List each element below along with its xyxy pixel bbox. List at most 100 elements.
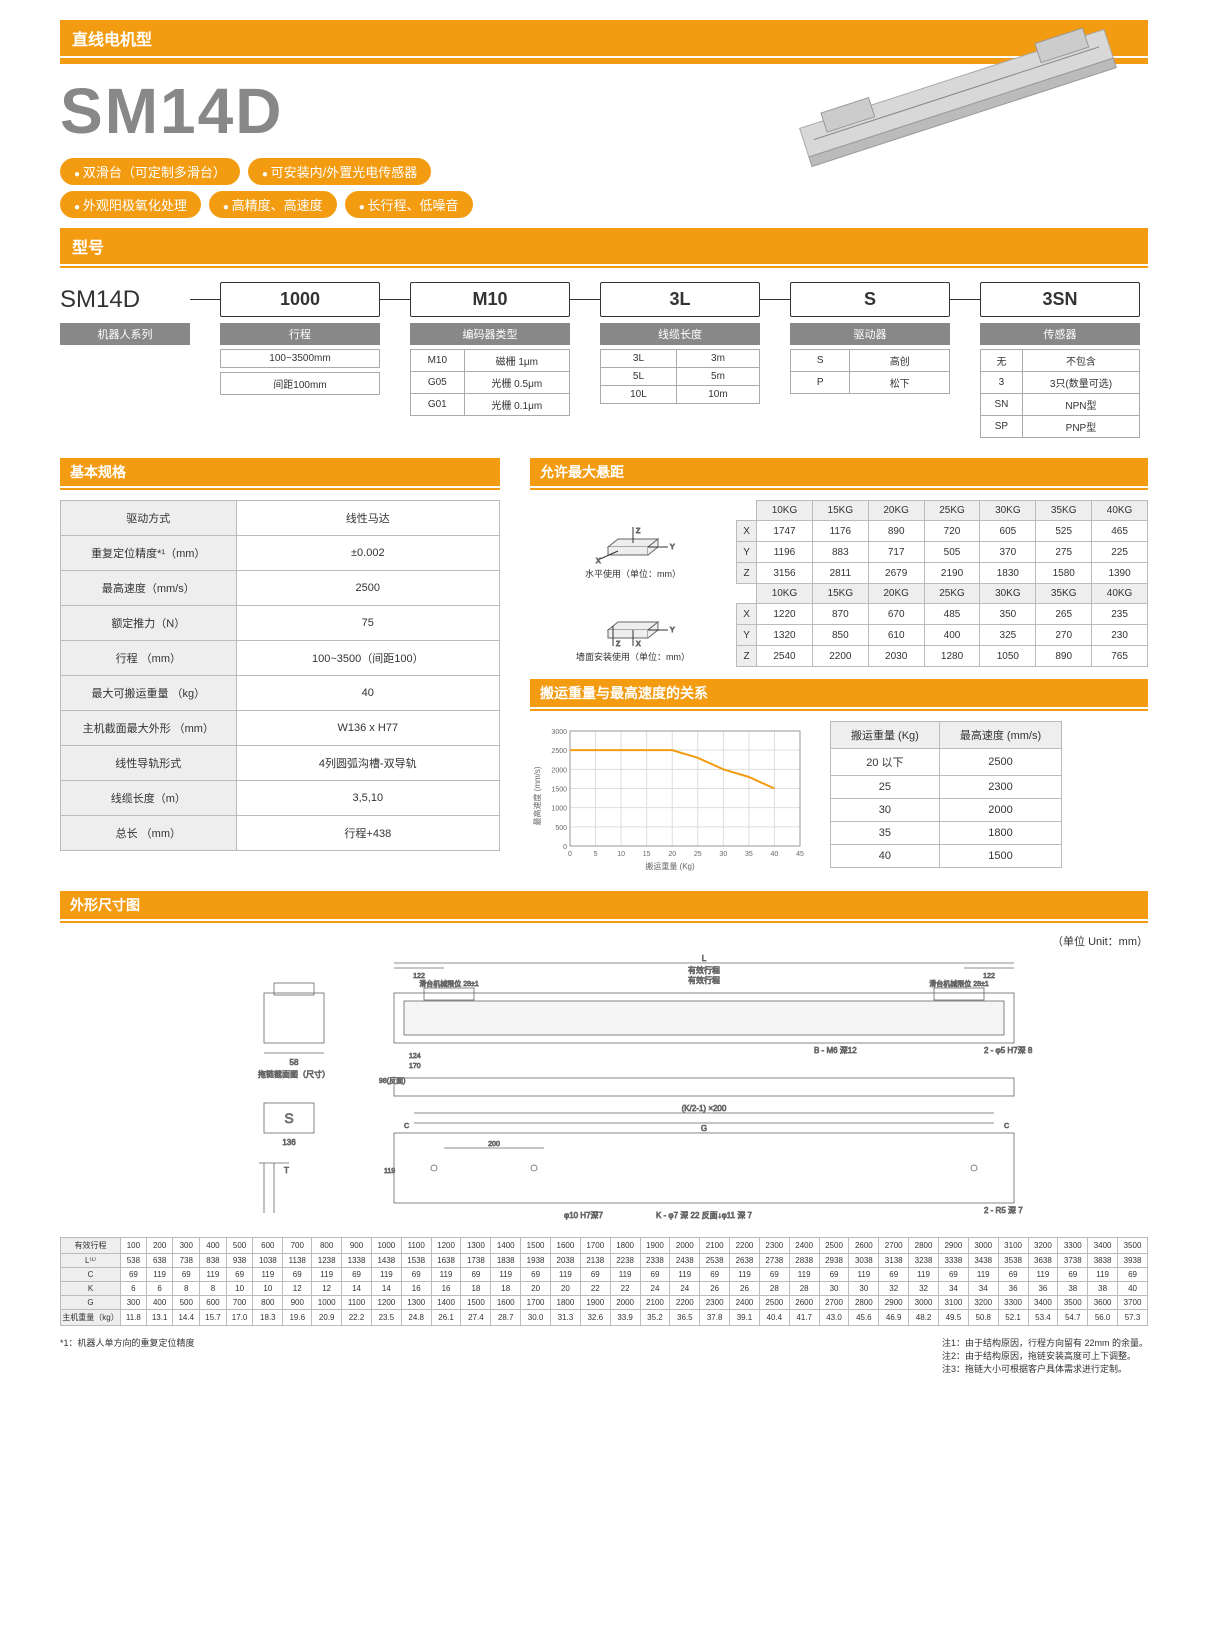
svg-text:G: G bbox=[701, 1124, 707, 1133]
svg-text:45: 45 bbox=[796, 851, 804, 858]
svg-text:B - M6 深12: B - M6 深12 bbox=[814, 1046, 857, 1055]
svg-text:3000: 3000 bbox=[551, 729, 567, 736]
model-option-cell: SP bbox=[981, 416, 1023, 438]
svg-text:有效行程: 有效行程 bbox=[688, 975, 720, 985]
model-part: SM14D bbox=[60, 286, 190, 314]
spec-cell: 4列圆弧沟槽-双导轨 bbox=[236, 746, 499, 781]
model-column-label: 编码器类型 bbox=[410, 323, 570, 345]
svg-text:C: C bbox=[404, 1123, 409, 1130]
spec-cell: 3,5,10 bbox=[236, 781, 499, 816]
svg-text:5: 5 bbox=[594, 851, 598, 858]
spec-table: 驱动方式线性马达重复定位精度*¹（mm）±0.002最高速度（mm/s）2500… bbox=[60, 500, 500, 851]
model-option-cell: 3只(数量可选) bbox=[1022, 372, 1139, 394]
thin-bar bbox=[60, 488, 500, 490]
model-option-cell: M10 bbox=[411, 350, 465, 372]
thin-bar bbox=[530, 709, 1148, 711]
model-option-cell: 10m bbox=[676, 386, 759, 404]
dimension-drawing: 58 拖链截面图（尺寸） S 136 T L 有效行程 有效行程 滑台机械限位 … bbox=[64, 953, 1144, 1233]
svg-text:2000: 2000 bbox=[551, 767, 567, 774]
model-column-label: 传感器 bbox=[980, 323, 1140, 345]
spec-cell: 最大可搬运重量 （kg） bbox=[61, 676, 237, 711]
speed-chart: 0500100015002000250030000510152025303540… bbox=[530, 721, 810, 871]
model-code-row: SM14D1000M103LS3SN bbox=[60, 282, 1148, 317]
model-part: 1000 bbox=[220, 282, 380, 317]
svg-text:最高速度 (mm/s): 最高速度 (mm/s) bbox=[532, 766, 542, 825]
spec-cell: 总长 （mm） bbox=[61, 816, 237, 851]
model-column-label: 机器人系列 bbox=[60, 323, 190, 345]
model-option-cell: 5m bbox=[676, 368, 759, 386]
spec-cell: 线性马达 bbox=[236, 501, 499, 536]
spec-cell: 额定推力（N） bbox=[61, 606, 237, 641]
spec-cell: 重复定位精度*¹（mm） bbox=[61, 536, 237, 571]
model-option-cell: P bbox=[791, 372, 850, 394]
spec-cell: W136 x H77 bbox=[236, 711, 499, 746]
spec-cell: 40 bbox=[236, 676, 499, 711]
spec-cell: 2500 bbox=[236, 571, 499, 606]
feature-row-2: 外观阳极氧化处理 高精度、高速度 长行程、低噪音 bbox=[60, 191, 1148, 218]
svg-text:124: 124 bbox=[409, 1053, 421, 1060]
spec-cell: 行程 （mm） bbox=[61, 641, 237, 676]
svg-text:拖链截面图（尺寸）: 拖链截面图（尺寸） bbox=[258, 1069, 330, 1079]
model-option: 100~3500mm bbox=[220, 349, 380, 368]
model-option-cell: 5L bbox=[601, 368, 677, 386]
svg-text:X: X bbox=[636, 641, 641, 648]
model-part: 3L bbox=[600, 282, 760, 317]
svg-text:122: 122 bbox=[983, 973, 995, 980]
svg-text:2 - R5 深 7: 2 - R5 深 7 bbox=[984, 1206, 1023, 1215]
svg-text:有效行程: 有效行程 bbox=[688, 965, 720, 975]
model-option-cell: 不包含 bbox=[1022, 350, 1139, 372]
svg-text:122: 122 bbox=[413, 973, 425, 980]
spec-cell: 行程+438 bbox=[236, 816, 499, 851]
dim-title: 外形尺寸图 bbox=[60, 891, 1148, 919]
model-part: S bbox=[790, 282, 950, 317]
spec-cell: 线缆长度（m） bbox=[61, 781, 237, 816]
model-option-cell: 无 bbox=[981, 350, 1023, 372]
svg-text:98(反面): 98(反面) bbox=[379, 1076, 405, 1085]
model-option-cell: PNP型 bbox=[1022, 416, 1139, 438]
svg-text:Z: Z bbox=[616, 641, 621, 648]
model-option-cell: 松下 bbox=[850, 372, 950, 394]
model-option: 间距100mm bbox=[220, 372, 380, 395]
svg-text:K - φ7 深 22 反面↓φ11 深 7: K - φ7 深 22 反面↓φ11 深 7 bbox=[656, 1210, 753, 1220]
svg-text:(K/2-1) ×200: (K/2-1) ×200 bbox=[682, 1104, 727, 1113]
model-option-cell: 3m bbox=[676, 350, 759, 368]
model-column-label: 行程 bbox=[220, 323, 380, 345]
model-option-cell: G05 bbox=[411, 372, 465, 394]
spec-cell: 主机截面最大外形 （mm） bbox=[61, 711, 237, 746]
svg-text:Y: Y bbox=[670, 627, 675, 634]
footnote: *1：机器人单方向的重复定位精度 bbox=[60, 1336, 195, 1375]
feature-pill: 外观阳极氧化处理 bbox=[60, 191, 201, 218]
spec-cell: ±0.002 bbox=[236, 536, 499, 571]
model-part: M10 bbox=[410, 282, 570, 317]
svg-text:2 - φ5 H7深 8: 2 - φ5 H7深 8 bbox=[984, 1046, 1033, 1055]
thin-bar bbox=[60, 921, 1148, 923]
svg-text:58: 58 bbox=[290, 1058, 299, 1067]
svg-text:L: L bbox=[702, 954, 707, 963]
svg-text:0: 0 bbox=[568, 851, 572, 858]
model-section-title: 型号 bbox=[60, 228, 1148, 264]
svg-text:25: 25 bbox=[694, 851, 702, 858]
model-option-cell: 10L bbox=[601, 386, 677, 404]
svg-text:15: 15 bbox=[643, 851, 651, 858]
svg-text:1000: 1000 bbox=[551, 806, 567, 813]
model-option-cell: 磁栅 1μm bbox=[464, 350, 569, 372]
thin-bar bbox=[530, 488, 1148, 490]
svg-text:Y: Y bbox=[670, 544, 675, 551]
overhang-title: 允许最大悬距 bbox=[530, 458, 1148, 486]
svg-text:136: 136 bbox=[282, 1138, 296, 1147]
model-column-label: 线缆长度 bbox=[600, 323, 760, 345]
svg-text:40: 40 bbox=[771, 851, 779, 858]
svg-text:T: T bbox=[284, 1166, 289, 1175]
feature-pill: 双滑台（可定制多滑台） bbox=[60, 158, 240, 185]
svg-text:滑台机械限位 28±1: 滑台机械限位 28±1 bbox=[419, 979, 479, 988]
model-option-cell: NPN型 bbox=[1022, 394, 1139, 416]
svg-text:搬运重量 (Kg): 搬运重量 (Kg) bbox=[645, 861, 695, 871]
model-option-cell: S bbox=[791, 350, 850, 372]
unit-label: （单位 Unit：mm） bbox=[60, 933, 1148, 949]
speed-table: 搬运重量 (Kg)最高速度 (mm/s)20 以下250025230030200… bbox=[830, 721, 1062, 868]
dimension-table: 有效行程100200300400500600700800900100011001… bbox=[60, 1237, 1148, 1326]
svg-text:500: 500 bbox=[555, 825, 567, 832]
model-option-cell: 3L bbox=[601, 350, 677, 368]
svg-text:35: 35 bbox=[745, 851, 753, 858]
product-image bbox=[768, 8, 1148, 188]
